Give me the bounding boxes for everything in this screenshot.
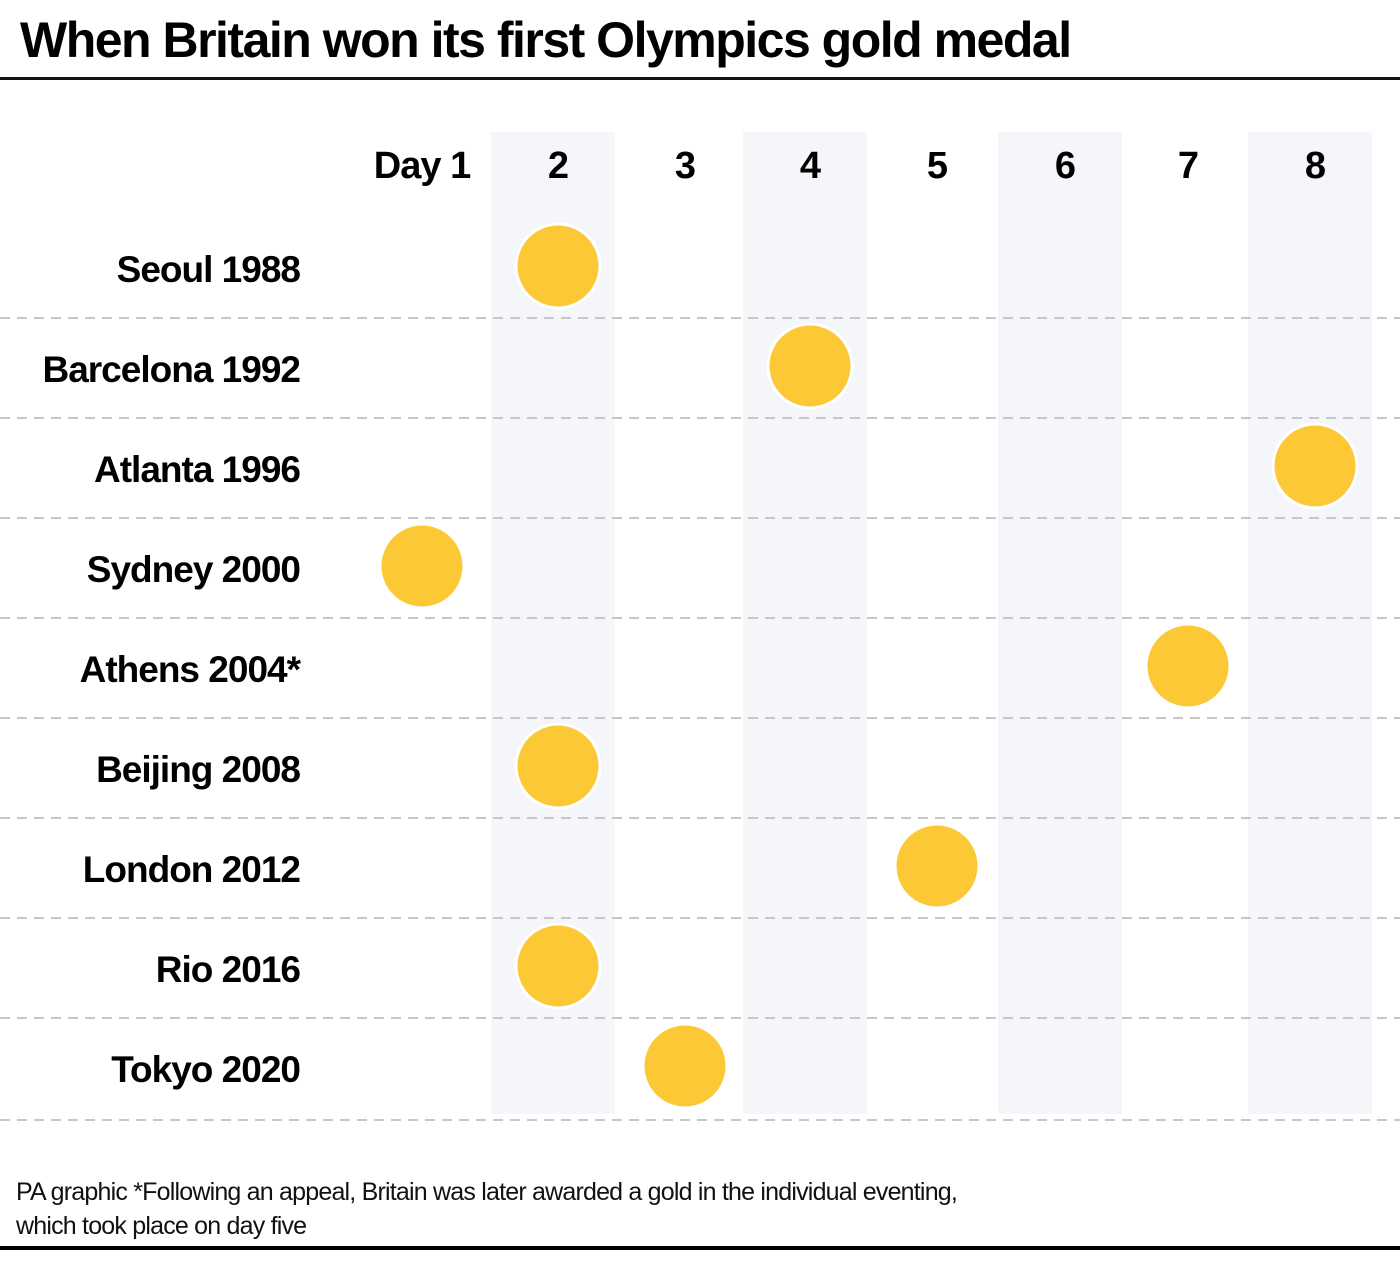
- medal-point: [893, 822, 981, 910]
- x-tick-label: 4: [800, 145, 821, 187]
- medal-points: [378, 222, 1359, 1110]
- row-label: Barcelona 1992: [42, 349, 300, 390]
- footnote-line-2: which took place on day five: [16, 1212, 307, 1240]
- medal-point: [1144, 622, 1232, 710]
- chart-title: When Britain won its first Olympics gold…: [20, 12, 1072, 68]
- medal-point: [641, 1022, 729, 1110]
- medal-point: [378, 522, 466, 610]
- column-shade-day-6: [998, 132, 1122, 1114]
- title-divider: [0, 77, 1400, 80]
- x-tick-label: Day 1: [374, 145, 471, 187]
- x-tick-label: 3: [675, 145, 695, 187]
- x-tick-label: 2: [548, 145, 568, 187]
- x-tick-label: 5: [927, 145, 948, 187]
- column-shade-day-4: [743, 132, 867, 1114]
- x-tick-label: 6: [1055, 145, 1075, 187]
- x-axis-labels: Day 1 2 3 4 5 6 7 8: [374, 145, 1326, 187]
- bottom-divider: [0, 1246, 1400, 1250]
- row-label: Atlanta 1996: [94, 449, 300, 490]
- medal-point: [514, 722, 602, 810]
- column-shading: [491, 132, 1372, 1114]
- column-shade-day-8: [1248, 132, 1372, 1114]
- row-label: Athens 2004*: [80, 649, 302, 690]
- footnote-line-1: PA graphic *Following an appeal, Britain…: [16, 1178, 958, 1206]
- row-label: London 2012: [83, 849, 301, 890]
- medal-point: [1271, 422, 1359, 510]
- row-label: Seoul 1988: [117, 249, 301, 290]
- row-label: Beijing 2008: [96, 749, 300, 790]
- x-tick-label: 8: [1305, 145, 1325, 187]
- row-label: Rio 2016: [156, 949, 301, 990]
- row-label: Tokyo 2020: [111, 1049, 300, 1090]
- medal-point: [514, 222, 602, 310]
- row-label: Sydney 2000: [87, 549, 301, 590]
- y-axis-labels: Seoul 1988 Barcelona 1992 Atlanta 1996 Sydn…: [42, 249, 302, 1090]
- footnote: PA graphic *Following an appeal, Britain…: [16, 1175, 958, 1243]
- x-tick-label: 7: [1178, 145, 1198, 187]
- gridlines: [0, 317, 1400, 1121]
- medal-point: [766, 322, 854, 410]
- medal-point: [514, 922, 602, 1010]
